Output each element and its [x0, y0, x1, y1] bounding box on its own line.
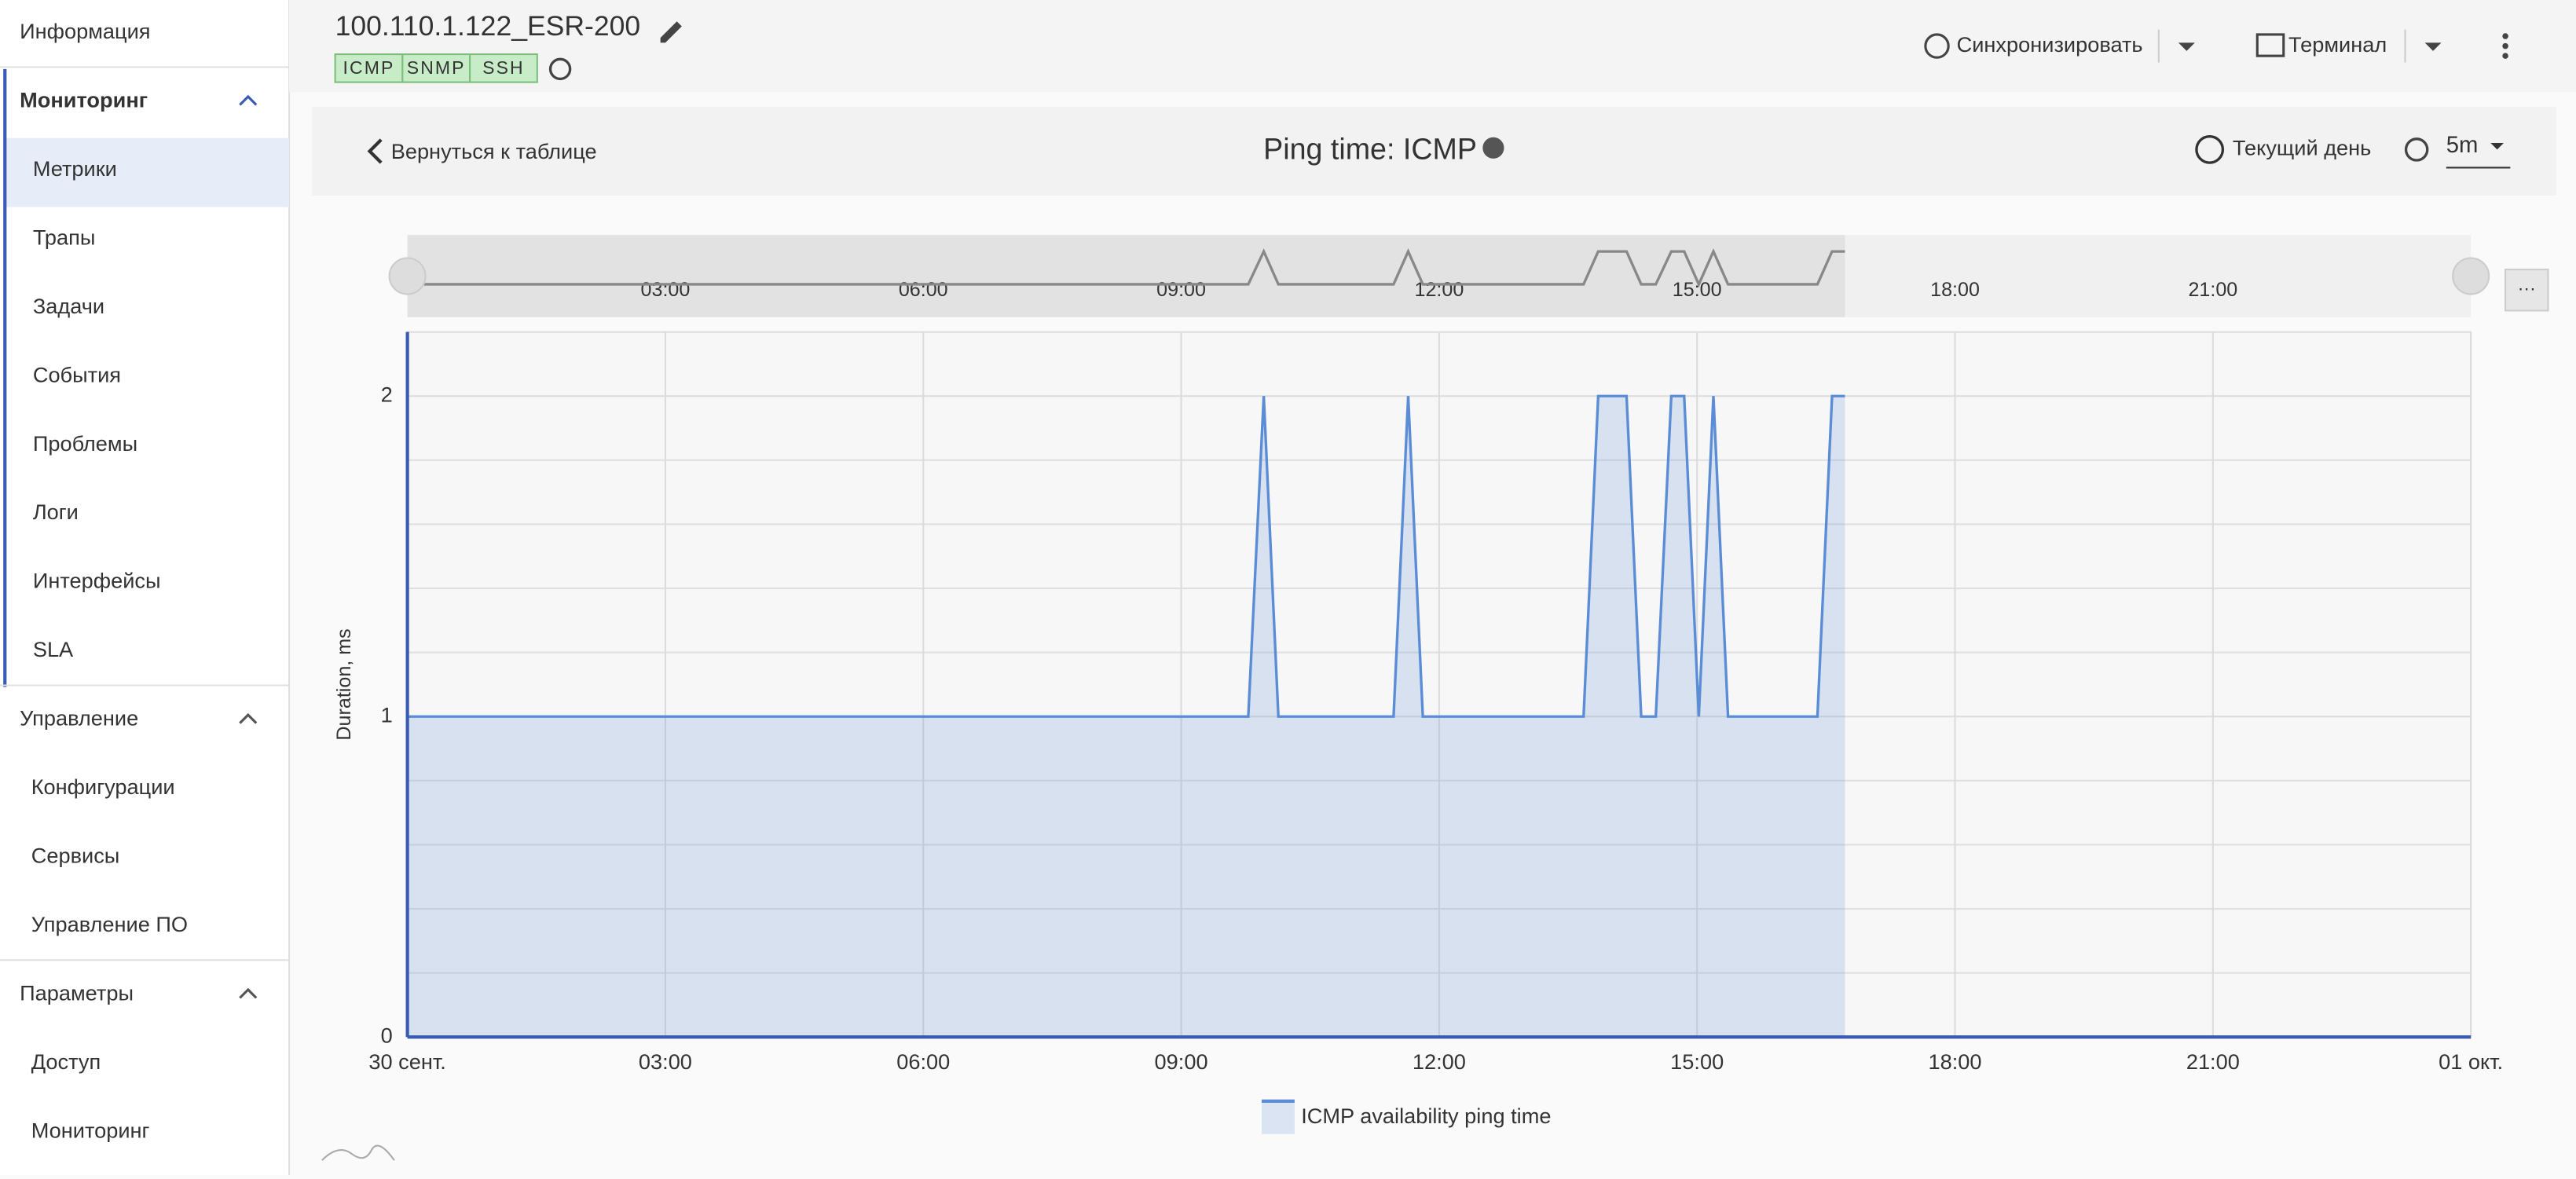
autorefresh-icon — [2404, 137, 2429, 162]
chart-menu[interactable] — [2505, 269, 2549, 312]
terminal-dropdown[interactable] — [2424, 42, 2442, 51]
legend-swatch[interactable] — [1262, 1100, 1295, 1134]
protocol-tag-label: ICMP — [343, 57, 395, 78]
refresh-icon[interactable] — [548, 57, 572, 81]
x-tick-label: 15:00 — [1670, 1049, 1724, 1074]
series-line — [407, 394, 1845, 718]
y-tick-label: 0 — [381, 1023, 393, 1047]
overview-tick-label: 06:00 — [899, 279, 948, 301]
sidebar-item[interactable]: Задачи — [33, 294, 104, 318]
mini-logo — [321, 1144, 395, 1161]
terminal-icon — [2255, 33, 2285, 57]
chart-menu-dots: ··· — [2518, 277, 2536, 298]
sidebar-item[interactable]: Трапы — [33, 225, 96, 249]
sidebar-item[interactable]: Проблемы — [33, 431, 137, 456]
period-button[interactable]: Текущий день — [2233, 136, 2371, 160]
header-bg — [289, 0, 2576, 93]
sidebar-item[interactable]: Информация — [20, 19, 150, 43]
x-tick-label: 03:00 — [639, 1049, 692, 1074]
interval-dropdown[interactable] — [2490, 143, 2504, 150]
interval-select[interactable]: 5m — [2446, 132, 2479, 158]
sync-button[interactable]: Синхронизировать — [1957, 32, 2143, 57]
toolbar-bg — [312, 107, 2556, 196]
sync-dropdown[interactable] — [2178, 42, 2195, 51]
overview-handle[interactable] — [2452, 257, 2490, 295]
edit-icon[interactable] — [660, 21, 682, 43]
y-axis-label: Duration, ms — [333, 628, 355, 740]
section-chevron[interactable] — [239, 712, 258, 724]
sidebar-item[interactable]: Конфигурации — [31, 774, 175, 799]
protocol-tag-label: SNMP — [407, 57, 466, 78]
overview-tick-label: 18:00 — [1930, 279, 1980, 301]
chart-title: Ping time: ICMP — [1263, 132, 1477, 165]
more-menu[interactable] — [2502, 33, 2508, 59]
section-chevron[interactable] — [239, 94, 258, 106]
x-tick-label: 06:00 — [896, 1049, 950, 1074]
sidebar-item[interactable]: Мониторинг — [31, 1118, 150, 1142]
chart: 0 1 2 30 сент. 03:00 03:00 06:00 06:00 09:00 09:0… — [333, 235, 2503, 1134]
x-tick-label: 21:00 — [2186, 1049, 2240, 1074]
protocol-tag — [401, 53, 471, 83]
sidebar-item[interactable]: Доступ — [31, 1049, 101, 1074]
back-icon[interactable] — [367, 138, 383, 164]
overview-tick-label: 03:00 — [641, 279, 691, 301]
sidebar-item[interactable]: Интерфейсы — [33, 569, 161, 593]
overview-tick-label: 09:00 — [1156, 279, 1206, 301]
sidebar-item[interactable]: Управление ПО — [31, 912, 188, 936]
sync-icon — [1924, 33, 1950, 59]
sidebar-item[interactable]: Сервисы — [31, 844, 120, 868]
clock-icon — [2195, 134, 2225, 164]
x-tick-label: 09:00 — [1155, 1049, 1208, 1074]
y-tick-label: 2 — [381, 382, 393, 406]
x-tick-label: 30 сент. — [368, 1049, 445, 1074]
sidebar-item[interactable]: Логи — [33, 500, 79, 524]
protocol-tag — [334, 53, 404, 83]
protocol-tag-label: SSH — [482, 57, 525, 78]
y-tick-label: 1 — [381, 702, 393, 727]
overview-line — [407, 248, 1845, 288]
sidebar-item[interactable]: SLA — [33, 637, 74, 661]
terminal-button[interactable]: Терминал — [2288, 32, 2387, 57]
section-chevron[interactable] — [239, 987, 258, 999]
legend-label[interactable]: ICMP availability ping time — [1301, 1104, 1551, 1128]
x-tick-label: 12:00 — [1413, 1049, 1466, 1074]
device-title: 100.110.1.122_ESR-200 — [335, 10, 641, 42]
sidebar-item[interactable]: Метрики — [33, 156, 117, 181]
sidebar-item[interactable]: События — [33, 362, 121, 386]
x-tick-label: 18:00 — [1929, 1049, 1982, 1074]
x-tick-label: 01 окт. — [2439, 1049, 2503, 1074]
info-icon[interactable] — [1482, 137, 1504, 159]
section-header[interactable]: Мониторинг — [20, 87, 148, 112]
protocol-tag — [469, 53, 538, 83]
back-link[interactable]: Вернуться к таблице — [391, 139, 597, 163]
overview-handle[interactable] — [388, 257, 427, 295]
overview-tick-label: 21:00 — [2188, 279, 2237, 301]
section-header[interactable]: Управление — [20, 706, 138, 730]
active-item-bg — [5, 137, 290, 207]
overview-range — [407, 235, 1845, 317]
section-header[interactable]: Параметры — [20, 980, 134, 1005]
